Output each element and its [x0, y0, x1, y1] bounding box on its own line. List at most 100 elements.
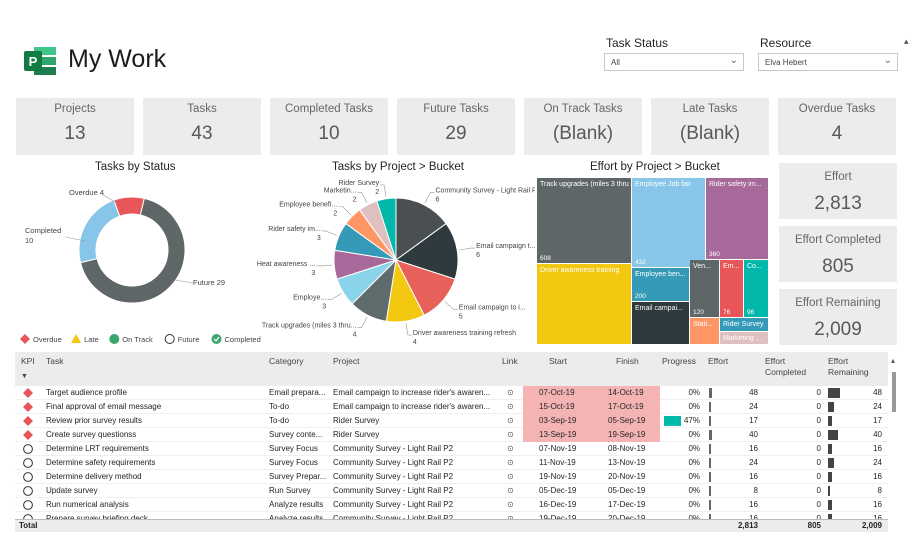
cell-project: Community Survey - Light Rail P2: [333, 500, 454, 509]
table-row[interactable]: Final approval of email message To-do Emai…: [15, 400, 888, 414]
link-icon[interactable]: ⊙: [507, 430, 514, 439]
donut-slice-future[interactable]: [79, 197, 186, 304]
cell-effort: 8: [753, 486, 758, 495]
cell-task: Target audience profile: [46, 388, 127, 397]
col-effort[interactable]: Effort: [708, 356, 729, 366]
cell-finish: 13-Nov-19: [608, 458, 646, 467]
scroll-up-icon[interactable]: ▴: [891, 356, 896, 365]
pie-value: 6: [436, 196, 440, 203]
donut-slice-completed[interactable]: [78, 199, 121, 264]
table-row[interactable]: Update survey Run Survey Community Survey …: [15, 484, 888, 498]
cell-project: Community Survey - Light Rail P2: [333, 514, 497, 523]
legend-label[interactable]: Future: [178, 335, 200, 344]
cell-project: Rider Survey: [333, 416, 380, 425]
treemap-cell[interactable]: Employee Job fair 432: [632, 178, 705, 267]
table-scrollbar[interactable]: ▴: [889, 352, 899, 532]
cell-category: To-do: [269, 416, 290, 425]
treemap-cell[interactable]: Driver awareness training: [537, 264, 631, 344]
link-icon[interactable]: ⊙: [507, 458, 514, 467]
table-row[interactable]: Determine LRT requirements Survey Focus Co…: [15, 442, 888, 456]
pie-label: Marketin...: [324, 187, 357, 194]
page-scroll-up-icon[interactable]: ▴: [904, 36, 909, 46]
col-category[interactable]: Category: [269, 356, 304, 366]
legend-label[interactable]: On Track: [122, 335, 153, 344]
kpi-card-on-track-tasks: On Track Tasks (Blank): [524, 98, 642, 155]
task-status-filter-select[interactable]: All ⌄: [604, 53, 744, 71]
treemap-cell[interactable]: Employee ben... 200: [632, 268, 689, 301]
cell-effort: 16: [749, 444, 758, 453]
treemap-cell-label: Email campai...: [635, 305, 683, 312]
cell-progress: 0%: [688, 430, 700, 439]
total-effort-remaining: 2,009: [861, 521, 882, 530]
cell-project: Rider Survey: [333, 430, 380, 439]
link-icon[interactable]: ⊙: [507, 500, 514, 509]
treemap-cell[interactable]: Rider safety im... 360: [706, 178, 768, 259]
treemap-cell[interactable]: Co... 96: [744, 260, 768, 317]
cell-start: 03-Sep-19: [539, 416, 577, 425]
treemap-cell[interactable]: Stati...: [690, 318, 719, 344]
legend-label[interactable]: Completed: [225, 335, 261, 344]
col-project[interactable]: Project: [333, 356, 360, 366]
col-effort-remaining[interactable]: Effort Remaining: [828, 356, 869, 377]
treemap-cell[interactable]: Email campai...: [632, 302, 689, 344]
col-task[interactable]: Task: [46, 356, 64, 366]
check-icon: [213, 336, 220, 342]
treemap-cell-label: Co...: [747, 263, 762, 270]
scroll-thumb[interactable]: [892, 372, 896, 412]
link-icon[interactable]: ⊙: [507, 388, 514, 397]
cell-category: Survey Focus: [269, 458, 318, 467]
treemap-cell-label: Track upgrades (miles 3 thru: [540, 181, 629, 188]
cell-task: Create survey questionss: [46, 430, 137, 439]
pie-value: 2: [333, 210, 337, 217]
link-icon[interactable]: ⊙: [507, 472, 514, 481]
table-row[interactable]: Target audience profile Email prepara... E…: [15, 386, 888, 400]
table-row[interactable]: Create survey questionss Survey conte... R…: [15, 428, 888, 442]
col-link[interactable]: Link: [502, 356, 518, 366]
treemap-cell[interactable]: Em... 76: [720, 260, 743, 317]
treemap-cell[interactable]: Rider Survey: [720, 318, 768, 331]
pie-label: Driver awareness training refresh: [413, 330, 516, 337]
table-row[interactable]: Determine safety requirements Survey Focu…: [15, 456, 888, 470]
col-start[interactable]: Start: [549, 356, 567, 366]
link-icon[interactable]: ⊙: [507, 486, 514, 495]
cell-finish: 17-Dec-19: [608, 500, 646, 509]
effort-bar: [709, 458, 711, 468]
cell-task: Determine LRT requirements: [46, 444, 149, 453]
cell-effort-completed: 0: [816, 430, 821, 439]
legend-check-circle-icon: [211, 334, 222, 344]
table-row[interactable]: Run numerical analysis Analyze results Com…: [15, 498, 888, 512]
sort-down-icon[interactable]: ▼: [21, 373, 28, 380]
link-icon[interactable]: ⊙: [507, 416, 514, 425]
link-icon[interactable]: ⊙: [507, 402, 514, 411]
link-icon[interactable]: ⊙: [507, 444, 514, 453]
donut-leader-line: [64, 236, 86, 242]
treemap-cell[interactable]: Ven... 120: [690, 260, 719, 317]
treemap-cell[interactable]: Track upgrades (miles 3 thru 608: [537, 178, 631, 263]
legend-label[interactable]: Overdue: [33, 335, 62, 344]
page-title: My Work: [68, 45, 167, 73]
col-progress[interactable]: Progress: [662, 356, 697, 366]
table-row[interactable]: Determine delivery method Survey Prepar..…: [15, 470, 888, 484]
cell-task: Review prior survey results: [46, 416, 143, 425]
treemap-cell-label: Marketing ...: [723, 335, 762, 342]
resource-filter-select[interactable]: Elva Hebert ⌄: [758, 53, 898, 71]
col-finish[interactable]: Finish: [616, 356, 639, 366]
pie-slice[interactable]: [376, 197, 397, 261]
table-row[interactable]: Review prior survey results To-do Rider Su…: [15, 414, 888, 428]
cell-start: 07-Oct-19: [539, 388, 575, 397]
link-icon[interactable]: ⊙: [507, 514, 514, 523]
future-circle-icon: [23, 486, 33, 496]
kpi-value: 4: [831, 123, 843, 144]
pie-slice[interactable]: [394, 222, 459, 280]
pie-leader-line: [424, 191, 435, 204]
col-effort-completed[interactable]: Effort Completed: [765, 356, 807, 377]
legend-label[interactable]: Late: [84, 335, 99, 344]
col-kpi[interactable]: KPI: [21, 356, 35, 366]
cell-effort-completed: 0: [816, 444, 821, 453]
cell-finish: 20-Nov-19: [608, 472, 646, 481]
effort-by-project-treemap: Track upgrades (miles 3 thru 608 Employee …: [537, 178, 769, 345]
pie-slice[interactable]: [395, 197, 447, 261]
overdue-diamond-icon: [23, 402, 33, 412]
treemap-cell[interactable]: Marketing ...: [720, 332, 768, 344]
cell-start: 11-Nov-19: [539, 458, 576, 467]
